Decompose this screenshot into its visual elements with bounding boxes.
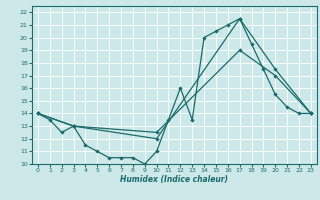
X-axis label: Humidex (Indice chaleur): Humidex (Indice chaleur) bbox=[120, 175, 228, 184]
